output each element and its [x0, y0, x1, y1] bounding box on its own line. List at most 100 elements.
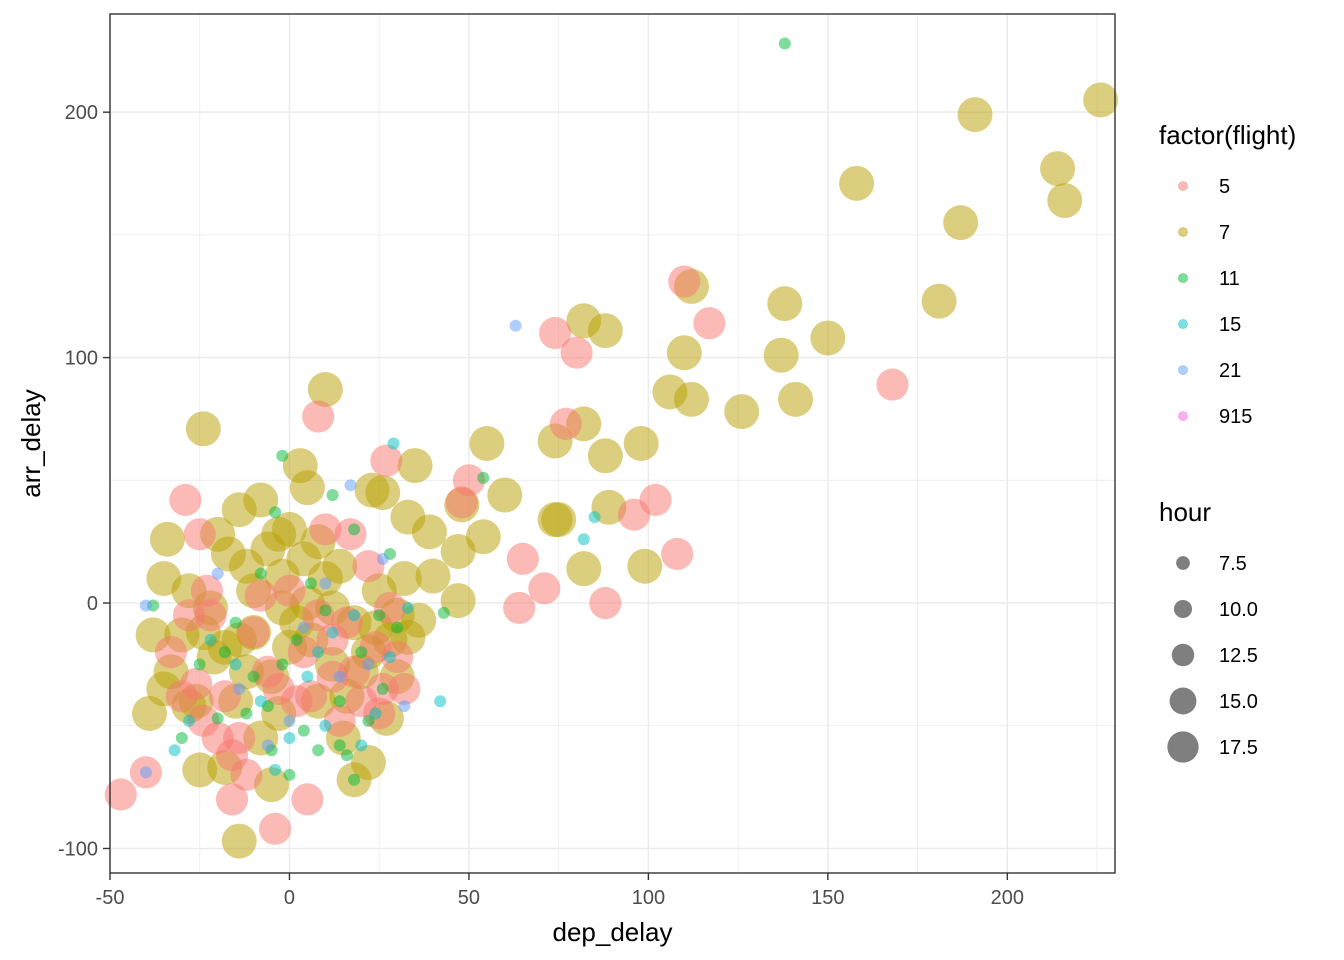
data-point [617, 498, 651, 531]
data-point [283, 768, 296, 781]
data-point [215, 783, 249, 816]
data-point [180, 667, 213, 701]
data-point [528, 572, 561, 605]
legend-label-915: 915 [1219, 406, 1252, 428]
data-point [193, 658, 206, 671]
data-point [778, 37, 791, 50]
data-point [254, 695, 267, 708]
data-point [957, 97, 993, 133]
data-point [312, 646, 325, 659]
data-point [254, 567, 267, 580]
data-point [297, 621, 310, 634]
data-point [354, 472, 390, 508]
data-point [921, 283, 957, 319]
y-tick-label: 200 [65, 102, 98, 124]
data-point [566, 551, 602, 587]
data-point [668, 265, 701, 298]
data-point [724, 394, 760, 430]
data-point [286, 541, 322, 577]
data-point [623, 426, 659, 461]
data-point [215, 739, 249, 772]
data-point [1047, 183, 1083, 219]
data-point [666, 335, 702, 371]
data-point [376, 552, 389, 565]
data-points [104, 37, 1119, 859]
data-point [587, 313, 623, 349]
size-key [1176, 556, 1190, 570]
data-point [839, 165, 875, 201]
size-legend-title: hour [1159, 497, 1211, 527]
data-point [175, 732, 188, 745]
data-point [229, 658, 242, 671]
data-point [302, 400, 335, 433]
data-point [333, 739, 346, 752]
series-5 [104, 265, 909, 845]
data-point [221, 823, 257, 859]
data-point [326, 489, 339, 502]
data-point [104, 778, 137, 811]
legend-label-15: 15 [1219, 314, 1241, 336]
grid-major [109, 14, 1115, 873]
data-point [376, 682, 389, 695]
color-legend-title: factor(flight) [1159, 120, 1296, 150]
data-point [344, 479, 357, 492]
data-point [362, 658, 375, 671]
data-point [187, 704, 220, 737]
data-point [440, 583, 476, 619]
data-point [269, 763, 282, 776]
data-point [283, 714, 296, 727]
data-point [271, 511, 307, 547]
legend-key-915 [1178, 411, 1188, 421]
data-point [661, 537, 694, 571]
data-point [247, 670, 260, 683]
legend-label-21: 21 [1219, 360, 1241, 382]
y-tick-label: 0 [87, 593, 98, 615]
x-tick-label: 150 [811, 887, 844, 909]
size-legend-label: 15.0 [1219, 691, 1258, 713]
data-point [588, 511, 601, 524]
data-point [290, 633, 303, 646]
data-point [169, 483, 202, 517]
data-point [477, 471, 490, 484]
size-key [1173, 599, 1193, 619]
data-point [276, 658, 289, 671]
data-point [350, 745, 386, 781]
data-point [190, 574, 223, 607]
data-point [398, 700, 411, 713]
data-point [509, 319, 522, 332]
data-point [211, 712, 224, 725]
x-axis-title: dep_delay [553, 917, 673, 947]
data-point [333, 670, 346, 683]
data-point [323, 704, 356, 737]
size-key [1171, 643, 1195, 667]
data-point [587, 438, 623, 474]
data-point [149, 521, 185, 557]
data-point [352, 550, 385, 583]
data-point [876, 368, 909, 401]
data-point [259, 812, 292, 845]
data-point [233, 682, 246, 695]
x-tick-label: 100 [632, 887, 665, 909]
data-point [539, 316, 572, 350]
data-point [355, 646, 368, 659]
data-point [763, 337, 799, 373]
data-point [146, 560, 182, 596]
data-point [262, 672, 295, 705]
data-point [627, 548, 663, 584]
panel-border [109, 13, 1116, 874]
data-point [168, 744, 181, 757]
legend-key-7 [1178, 227, 1188, 237]
data-point [401, 601, 414, 614]
data-point [577, 533, 590, 546]
data-point [237, 616, 270, 649]
data-point [297, 724, 310, 737]
data-point [307, 372, 343, 408]
data-point [185, 411, 221, 447]
y-axis: -100 0 100 200 [58, 102, 110, 860]
legend-label-11: 11 [1219, 268, 1240, 290]
data-point [244, 579, 277, 612]
y-tick-label: 100 [65, 348, 98, 370]
data-point [370, 444, 403, 477]
series-21 [139, 319, 522, 779]
